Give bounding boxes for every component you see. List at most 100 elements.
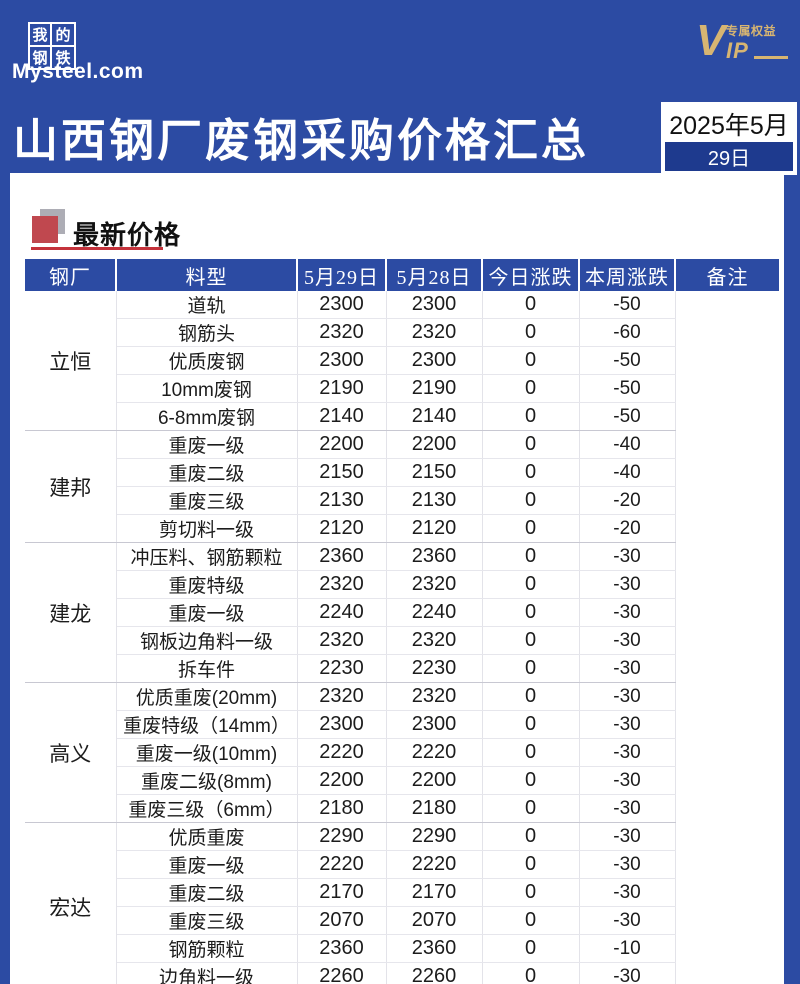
price-may28-cell: 2150 [386,458,483,488]
day-change-cell: 0 [482,682,580,712]
price-may28-cell: 2070 [386,906,483,936]
price-may29-cell: 2070 [297,906,387,936]
price-may28-cell: 2300 [386,346,483,376]
table-row: 重废二级(8mm) 2200 2200 0 -30 [25,766,779,796]
price-may28-cell: 2190 [386,374,483,404]
remark-cell [675,879,779,907]
price-may29-cell: 2240 [297,598,387,628]
day-change-cell: 0 [482,291,580,320]
week-change-cell: -30 [579,878,676,908]
remark-cell [675,543,779,571]
price-may28-cell: 2360 [386,934,483,964]
week-change-cell: -50 [579,346,676,376]
price-may28-cell: 2300 [386,710,483,740]
day-change-cell: 0 [482,626,580,656]
day-change-cell: 0 [482,934,580,964]
vip-privilege-label: 专属权益 [726,24,777,38]
col-header-plant: 钢厂 [25,259,116,291]
logo-char: 钢 [30,47,52,68]
page-title: 山西钢厂废钢采购价格汇总 [13,115,590,166]
remark-cell [675,823,779,851]
price-may29-cell: 2320 [297,626,387,656]
price-may28-cell: 2300 [386,291,483,320]
table-row: 钢筋颗粒 2360 2360 0 -10 [25,934,779,964]
table-row: 优质废钢 2300 2300 0 -50 [25,346,779,376]
remark-cell [675,935,779,963]
mysteel-logo-icon: 我 的 钢 铁 [28,22,76,70]
week-change-cell: -30 [579,542,676,572]
col-header-may29: 5月29日 [296,259,386,291]
week-change-cell: -30 [579,738,676,768]
material-cell: 重废三级 [116,906,298,936]
mysteel-domain-text: Mysteel.com [12,60,144,83]
week-change-cell: -20 [579,486,676,516]
top-banner: 我 的 钢 铁 Mysteel.com V IP 专属权益 山西钢厂废钢采购价格… [0,0,800,175]
price-may29-cell: 2200 [297,766,387,796]
material-cell: 优质重废(20mm) [116,682,298,712]
table-row: 宏达 优质重废 2290 2290 0 -30 [25,822,779,984]
vip-badge: V IP 专属权益 [690,16,790,66]
price-may29-cell: 2300 [297,346,387,376]
day-change-cell: 0 [482,318,580,348]
week-change-cell: -50 [579,291,676,320]
week-change-cell: -30 [579,570,676,600]
remark-cell [675,907,779,935]
vip-v-letter: V [696,16,726,65]
week-change-cell: -10 [579,934,676,964]
table-row: 钢板边角料一级 2320 2320 0 -30 [25,626,779,656]
material-cell: 重废二级 [116,458,298,488]
day-change-cell: 0 [482,542,580,572]
remark-cell [675,795,779,823]
remark-cell [675,403,779,431]
remark-cell [675,599,779,627]
price-may28-cell: 2290 [386,822,483,852]
week-change-cell: -30 [579,682,676,712]
price-may29-cell: 2360 [297,934,387,964]
price-may28-cell: 2320 [386,626,483,656]
week-change-cell: -30 [579,626,676,656]
plant-name-cell: 宏达 [25,822,117,984]
date-day: 29日 [665,142,793,171]
week-change-cell: -50 [579,374,676,404]
material-cell: 重废一级 [116,598,298,628]
week-change-cell: -50 [579,402,676,432]
logo-char: 铁 [55,51,71,67]
price-may29-cell: 2140 [297,402,387,432]
material-cell: 重废特级 [116,570,298,600]
week-change-cell: -30 [579,962,676,984]
material-cell: 重废特级（14mm） [116,710,298,740]
week-change-cell: -40 [579,458,676,488]
col-header-material: 料型 [115,259,297,291]
material-cell: 边角料一级 [116,962,298,984]
table-row: 10mm废钢 2190 2190 0 -50 [25,374,779,404]
price-may28-cell: 2130 [386,486,483,516]
plant-name-cell: 高义 [25,682,117,824]
week-change-cell: -30 [579,906,676,936]
week-change-cell: -20 [579,514,676,544]
table-row: 重废三级 2130 2130 0 -20 [25,486,779,516]
week-change-cell: -30 [579,710,676,740]
remark-cell [675,963,779,984]
section-title-underline [31,247,163,250]
week-change-cell: -30 [579,766,676,796]
plant-name-cell: 建龙 [25,542,117,684]
day-change-cell: 0 [482,822,580,852]
price-may28-cell: 2260 [386,962,483,984]
price-may29-cell: 2200 [297,430,387,460]
price-may29-cell: 2320 [297,570,387,600]
day-change-cell: 0 [482,486,580,516]
week-change-cell: -30 [579,850,676,880]
price-may29-cell: 2230 [297,654,387,684]
remark-cell [675,627,779,655]
price-may28-cell: 2200 [386,766,483,796]
material-cell: 重废一级 [116,850,298,880]
price-may29-cell: 2300 [297,710,387,740]
logo-char: 我 [30,24,52,47]
table-row: 立恒 道轨 2300 2300 0 -50 [25,291,779,432]
material-cell: 重废三级 [116,486,298,516]
remark-cell [675,767,779,795]
material-cell: 冲压料、钢筋颗粒 [116,542,298,572]
material-cell: 重废三级（6mm） [116,794,298,824]
table-row: 重废一级 2240 2240 0 -30 [25,598,779,628]
